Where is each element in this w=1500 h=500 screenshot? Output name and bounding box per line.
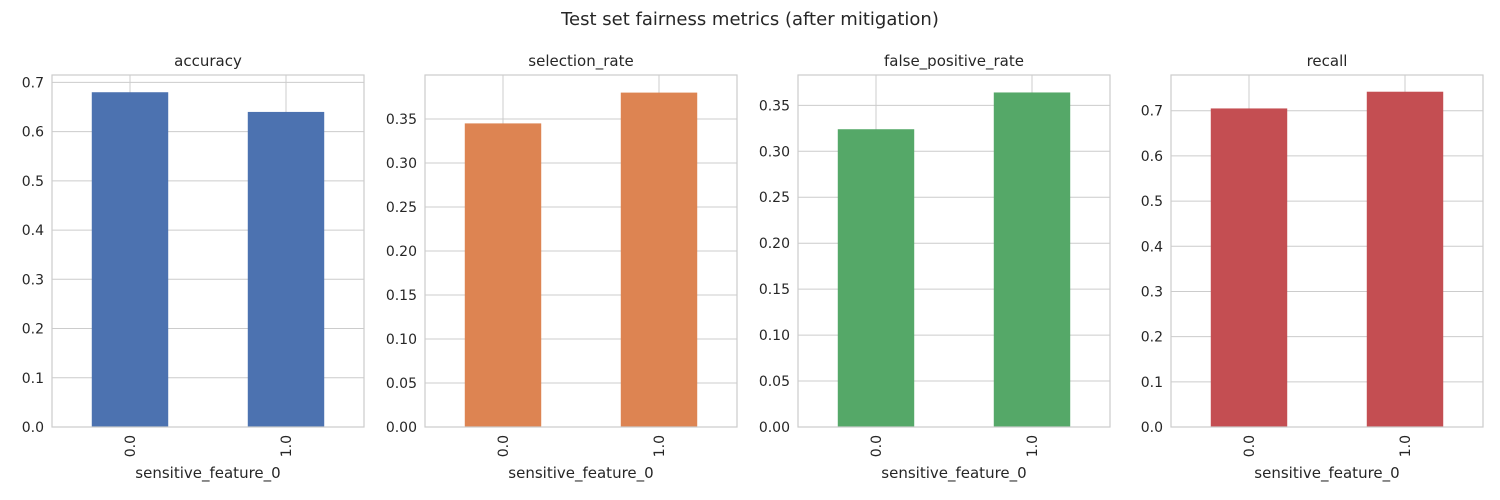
panel-title: recall: [1307, 52, 1348, 70]
y-tick-label: 0.15: [386, 288, 417, 304]
y-tick-label: 0.05: [386, 376, 417, 392]
x-tick-label: 1.0: [1398, 435, 1414, 457]
y-tick-label: 0.30: [386, 156, 417, 172]
figure-title: Test set fairness metrics (after mitigat…: [560, 9, 939, 30]
y-tick-label: 0.6: [22, 125, 44, 141]
x-tick-label: 0.0: [869, 435, 885, 457]
y-tick-label: 0.5: [1141, 194, 1163, 210]
y-tick-label: 0.6: [1141, 149, 1163, 165]
x-axis-label: sensitive_feature_0: [135, 464, 280, 483]
y-tick-label: 0.25: [759, 190, 790, 206]
y-tick-label: 0.5: [22, 174, 44, 190]
axes-frame: [424, 74, 738, 428]
bar-1.0: [1366, 91, 1444, 427]
y-tick-label: 0.3: [1141, 284, 1163, 300]
y-tick-label: 0.0: [22, 420, 44, 436]
x-tick-label: 1.0: [652, 435, 668, 457]
y-tick-label: 0.35: [759, 98, 790, 114]
panels: 0.0 0.1 0.2 0.3 0.4 0.5 0.6 0.7 0.0 1.0 accuracy se…: [22, 52, 1484, 483]
bar-1.0: [620, 92, 698, 427]
panel-title: selection_rate: [528, 52, 633, 71]
axes-frame: [1170, 74, 1484, 428]
bar-0.0: [1210, 108, 1288, 427]
panel-false_positive_rate: 0.00 0.05 0.10 0.15 0.20 0.25 0.30 0.35 0.0 1.0 fa…: [759, 52, 1111, 483]
y-tick-label: 0.7: [22, 75, 44, 91]
bar-0.0: [464, 123, 542, 428]
y-tick-label: 0.1: [1141, 375, 1163, 391]
panel-recall: 0.0 0.1 0.2 0.3 0.4 0.5 0.6 0.7 0.0 1.0 recall sens…: [1141, 52, 1484, 483]
y-tick-label: 0.10: [759, 328, 790, 344]
x-axis-label: sensitive_feature_0: [508, 464, 653, 483]
y-tick-label: 0.00: [759, 420, 790, 436]
bar-0.0: [91, 92, 169, 427]
y-tick-label: 0.10: [386, 332, 417, 348]
y-tick-label: 0.4: [22, 223, 44, 239]
bar-1.0: [993, 92, 1071, 427]
x-tick-label: 0.0: [496, 435, 512, 457]
axes-frame: [797, 74, 1111, 428]
y-tick-label: 0.15: [759, 282, 790, 298]
panel-title: false_positive_rate: [884, 52, 1024, 71]
x-tick-label: 1.0: [279, 435, 295, 457]
y-tick-label: 0.2: [1141, 330, 1163, 346]
y-tick-label: 0.35: [386, 112, 417, 128]
y-tick-label: 0.0: [1141, 420, 1163, 436]
y-tick-label: 0.20: [759, 236, 790, 252]
y-tick-label: 0.2: [22, 322, 44, 338]
y-tick-label: 0.3: [22, 272, 44, 288]
axes-frame: [51, 74, 365, 428]
bar-0.0: [837, 129, 915, 427]
y-tick-label: 0.4: [1141, 239, 1163, 255]
x-tick-label: 0.0: [1242, 435, 1258, 457]
panel-accuracy: 0.0 0.1 0.2 0.3 0.4 0.5 0.6 0.7 0.0 1.0 accuracy se…: [22, 52, 365, 483]
y-tick-label: 0.1: [22, 371, 44, 387]
x-tick-label: 0.0: [123, 435, 139, 457]
y-tick-label: 0.7: [1141, 104, 1163, 120]
panel-title: accuracy: [174, 52, 242, 70]
x-axis-label: sensitive_feature_0: [1254, 464, 1399, 483]
x-tick-label: 1.0: [1025, 435, 1041, 457]
y-tick-label: 0.25: [386, 200, 417, 216]
y-tick-label: 0.05: [759, 374, 790, 390]
y-tick-label: 0.20: [386, 244, 417, 260]
y-tick-label: 0.00: [386, 420, 417, 436]
x-axis-label: sensitive_feature_0: [881, 464, 1026, 483]
panel-selection_rate: 0.00 0.05 0.10 0.15 0.20 0.25 0.30 0.35 0.0 1.0 se…: [386, 52, 738, 483]
y-tick-label: 0.30: [759, 144, 790, 160]
bar-1.0: [247, 111, 325, 427]
